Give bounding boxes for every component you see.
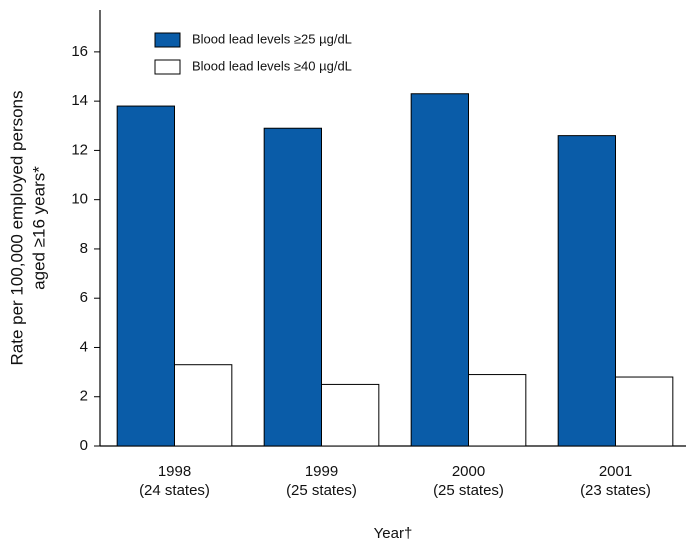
legend-label: Blood lead levels ≥25 µg/dL bbox=[192, 31, 352, 46]
bar bbox=[468, 374, 527, 447]
bar bbox=[321, 383, 380, 447]
x-axis-label: Year† bbox=[374, 525, 413, 542]
y-tick-label: 4 bbox=[80, 338, 88, 355]
bar bbox=[410, 93, 470, 447]
legend-swatch bbox=[154, 59, 181, 75]
x-tick-label: 2001 bbox=[599, 463, 632, 480]
x-tick-label: (24 states) bbox=[139, 482, 210, 499]
x-tick-label: 1999 bbox=[305, 463, 338, 480]
x-tick-label: (25 states) bbox=[286, 482, 357, 499]
x-tick-label: 2000 bbox=[452, 463, 485, 480]
y-axis-label: Rate per 100,000 employed persons bbox=[7, 90, 26, 365]
x-tick-label: 1998 bbox=[158, 463, 191, 480]
y-tick-label: 2 bbox=[80, 388, 88, 405]
y-tick-label: 0 bbox=[80, 437, 88, 454]
y-tick-label: 8 bbox=[80, 240, 88, 257]
y-tick-label: 12 bbox=[71, 141, 88, 158]
legend-swatch bbox=[154, 32, 181, 48]
legend-label: Blood lead levels ≥40 µg/dL bbox=[192, 58, 352, 73]
x-tick-label: (23 states) bbox=[580, 482, 651, 499]
x-tick-label: (25 states) bbox=[433, 482, 504, 499]
bar bbox=[263, 127, 323, 447]
bar bbox=[174, 364, 233, 447]
y-tick-label: 6 bbox=[80, 289, 88, 306]
bar bbox=[116, 105, 175, 447]
y-tick-label: 10 bbox=[71, 191, 88, 208]
bar bbox=[615, 376, 674, 447]
y-axis-label: aged ≥16 years* bbox=[29, 166, 48, 290]
y-tick-label: 16 bbox=[71, 43, 88, 60]
y-tick-label: 14 bbox=[71, 92, 88, 109]
bar bbox=[557, 135, 616, 447]
